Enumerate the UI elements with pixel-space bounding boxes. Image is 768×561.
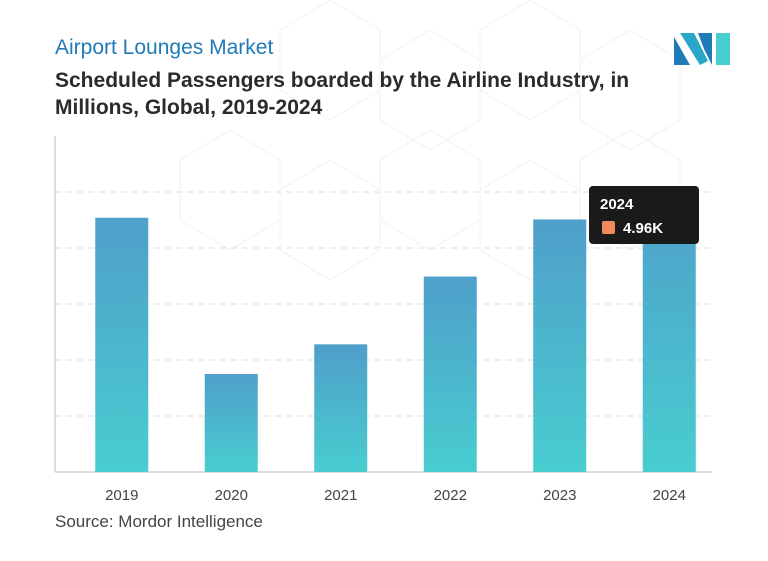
- bar-2022[interactable]: [423, 276, 477, 472]
- tooltip-marker: [602, 221, 615, 234]
- bar-2020[interactable]: [204, 374, 258, 472]
- bar-2023[interactable]: [533, 219, 587, 472]
- x-tick-2021: 2021: [324, 487, 357, 504]
- x-tick-2019: 2019: [105, 487, 138, 504]
- market-label: Airport Lounges Market: [55, 36, 274, 59]
- tooltip-box: [589, 186, 699, 244]
- source-note: Source: Mordor Intelligence: [55, 512, 263, 531]
- tooltip: 2024 4.96K: [589, 186, 699, 244]
- x-tick-2024: 2024: [653, 487, 686, 504]
- bar-2019[interactable]: [95, 217, 149, 472]
- x-tick-2020: 2020: [215, 487, 248, 504]
- bars: [95, 194, 696, 473]
- x-tick-2023: 2023: [543, 487, 576, 504]
- x-tick-2022: 2022: [434, 487, 467, 504]
- mordor-logo-icon: [674, 33, 730, 65]
- tooltip-year: 2024: [600, 196, 634, 213]
- bar-2021[interactable]: [314, 344, 368, 472]
- x-tick-labels: 2019 2020 2021 2022 2023 2024: [105, 487, 686, 504]
- chart-title: Scheduled Passengers boarded by the Airl…: [55, 69, 630, 119]
- tooltip-value: 4.96K: [623, 220, 663, 237]
